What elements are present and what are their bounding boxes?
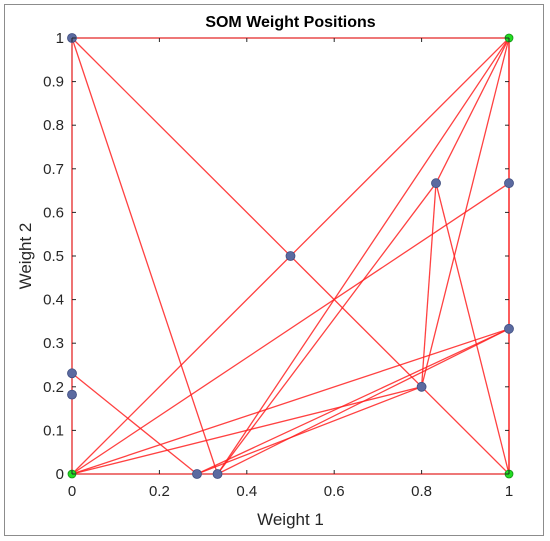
y-tick-label: 0.2 [43,379,64,396]
connection-line [420,183,437,387]
connection-line [71,328,510,475]
connection-line [71,37,219,475]
y-tick-label: 0.3 [43,335,64,352]
x-tick-label: 1 [505,483,513,500]
y-tick-label: 0.9 [43,74,64,91]
connection-line [435,37,510,184]
x-tick-label: 0.4 [236,483,257,500]
y-tick-label: 1 [56,30,64,47]
connection-line [71,372,198,475]
connection-line [196,328,510,475]
connection-line [71,386,422,475]
weight-point [67,389,77,400]
y-tick-label: 0.4 [43,292,64,309]
connection-line [71,182,510,475]
y-tick-label: 0.6 [43,204,64,221]
connection-lines [71,37,510,475]
connection-line [71,37,291,257]
x-tick-label: 0.6 [324,483,345,500]
connection-line [420,37,510,387]
y-tick-label: 0 [56,466,64,483]
connection-line [216,37,510,475]
connection-line [196,386,422,475]
weight-point [416,381,427,392]
x-axis-ticks: 0 0.2 0.4 0.6 0.8 1 [68,38,513,500]
connection-line [217,182,437,475]
y-axis-label: Weight 2 [16,223,35,290]
y-tick-label: 0.8 [43,117,64,134]
weight-markers [67,33,514,479]
weight-point [192,469,202,479]
weight-point [285,251,296,261]
x-tick-label: 0.2 [149,483,170,500]
weight-point [67,368,77,379]
y-axis-ticks: 0 0.1 0.2 0.3 0.4 0.5 0.6 0.7 0.8 0.9 1 [43,30,509,483]
weight-point [431,178,441,189]
x-axis-label: Weight 1 [257,510,324,529]
figure-frame: SOM Weight Positions 0 0.2 0.4 0.6 0.8 1 0 0.1… [4,4,544,536]
weight-point [504,323,514,334]
chart-title: SOM Weight Positions [205,14,375,31]
x-tick-label: 0.8 [411,483,432,500]
weight-point [212,469,223,479]
connection-line [290,37,510,257]
som-weight-chart: SOM Weight Positions 0 0.2 0.4 0.6 0.8 1 0 0.1… [16,14,514,529]
y-tick-label: 0.1 [43,422,64,439]
x-tick-label: 0 [68,483,76,500]
weight-point [504,178,514,189]
connection-line [435,183,510,475]
y-tick-label: 0.5 [43,248,64,265]
y-tick-label: 0.7 [43,161,64,178]
